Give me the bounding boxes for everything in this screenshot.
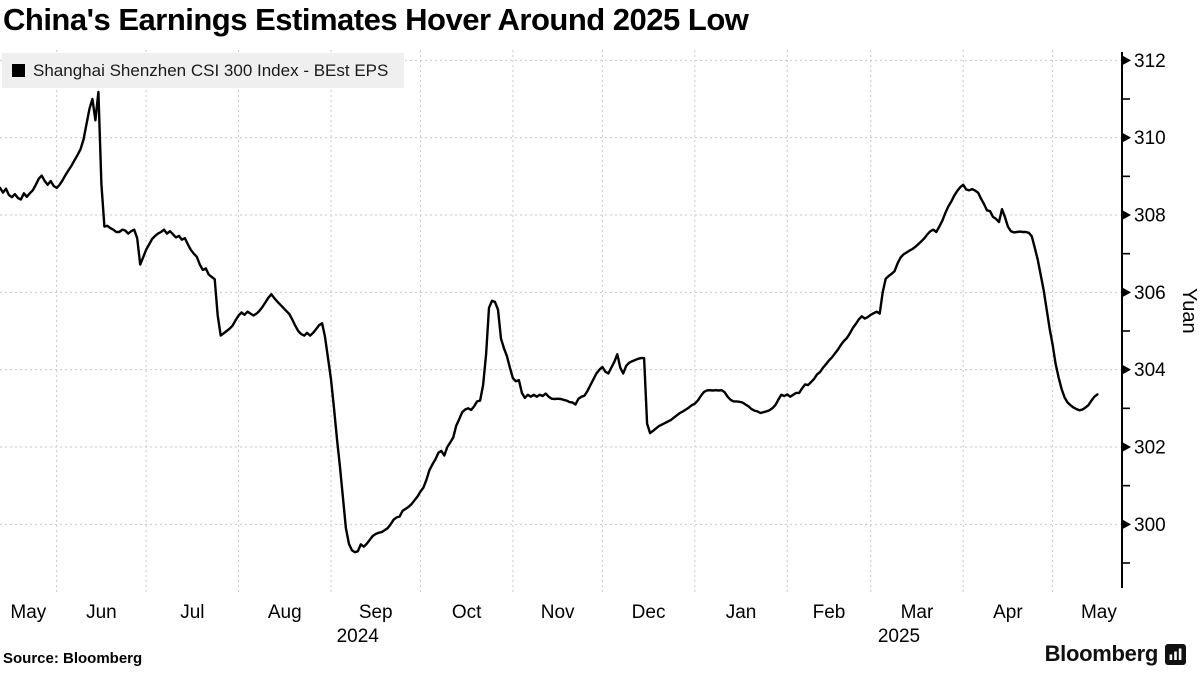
y-tick-label: 312 (1134, 51, 1166, 72)
y-major-tick (1122, 55, 1131, 66)
y-major-tick (1122, 441, 1131, 452)
x-year-label: 2024 (337, 626, 380, 647)
x-month-label: Dec (632, 602, 666, 623)
legend-series-label: Shanghai Shenzhen CSI 300 Index - BEst E… (33, 60, 389, 80)
y-tick-label: 308 (1134, 206, 1166, 227)
x-month-label: May (10, 602, 46, 623)
bloomberg-logo-text: Bloomberg (1044, 641, 1159, 666)
x-month-label: Sep (359, 602, 393, 623)
chart-title: China's Earnings Estimates Hover Around … (3, 2, 749, 37)
y-major-tick (1122, 210, 1131, 220)
x-month-label: Jul (180, 602, 204, 623)
y-tick-label: 306 (1134, 283, 1166, 304)
bloomberg-bars-icon (1165, 643, 1186, 665)
y-axis-title: Yuan (1178, 288, 1200, 334)
y-major-tick (1122, 519, 1131, 530)
x-month-label: Aug (268, 602, 302, 623)
x-month-label: Nov (541, 602, 575, 623)
y-major-tick (1122, 132, 1131, 143)
x-month-label: Jan (726, 602, 757, 623)
x-month-label: Jun (86, 602, 117, 623)
y-major-tick (1122, 287, 1131, 298)
y-major-tick (1122, 364, 1131, 375)
eps-line-series (0, 90, 1099, 554)
x-month-label: May (1081, 602, 1117, 623)
x-month-label: Feb (813, 602, 846, 623)
x-month-label: Mar (901, 602, 934, 623)
bloomberg-logo: Bloomberg (1045, 641, 1186, 667)
source-label: Source: Bloomberg (3, 650, 143, 667)
y-tick-label: 300 (1134, 515, 1166, 536)
x-month-label: Apr (993, 602, 1023, 623)
y-tick-label: 310 (1134, 128, 1166, 149)
legend: Shanghai Shenzhen CSI 300 Index - BEst E… (2, 53, 405, 88)
y-tick-label: 304 (1134, 360, 1166, 381)
x-year-label: 2025 (878, 626, 920, 647)
x-month-label: Oct (452, 602, 482, 623)
legend-series-marker-icon (12, 64, 25, 77)
y-tick-label: 302 (1134, 437, 1166, 458)
